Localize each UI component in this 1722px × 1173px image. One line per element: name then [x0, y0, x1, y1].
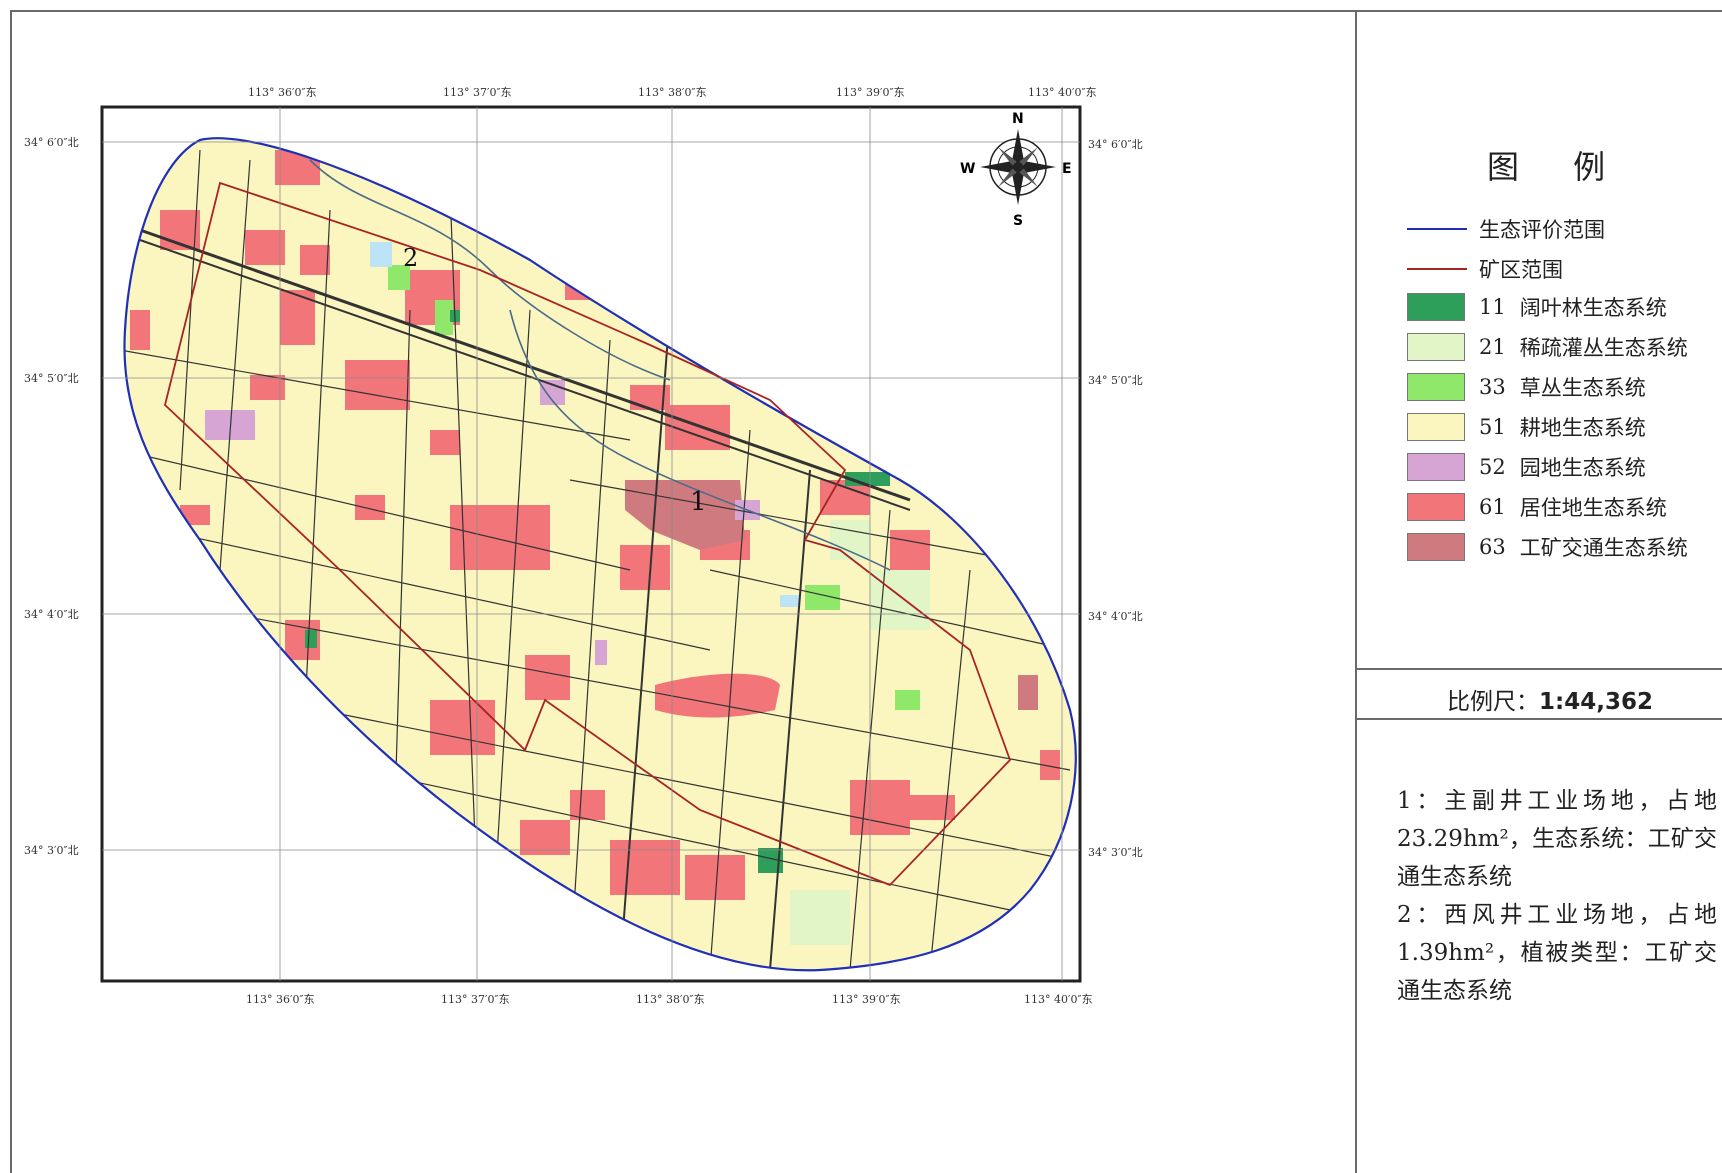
lon-label-bottom-5: 113° 40′0″东	[1024, 993, 1093, 1006]
legend-label: 草丛生态系统	[1519, 376, 1646, 400]
legend-code: 33	[1479, 375, 1506, 399]
legend-swatch	[1407, 413, 1465, 441]
legend-code: 61	[1479, 495, 1506, 519]
legend-label: 园地生态系统	[1519, 456, 1646, 480]
lon-label-top-4: 113° 39′0″东	[836, 86, 905, 99]
mining-area-boundary	[163, 181, 1012, 887]
lon-label-top-3: 113° 38′0″东	[638, 86, 707, 99]
graticule	[102, 107, 1080, 981]
legend-swatch	[1407, 373, 1465, 401]
legend-swatch	[1407, 453, 1465, 481]
north-arrow-icon: N S E W	[960, 111, 1072, 229]
site-notes: 1：主副井工业场地，占地23.29hm²，生态系统：工矿交通生态系统 2：西风井…	[1397, 782, 1717, 1010]
compass-n: N	[1012, 111, 1024, 127]
lon-label-bottom-3: 113° 38′0″东	[636, 993, 705, 1006]
legend-label: 阔叶林生态系统	[1519, 296, 1667, 320]
legend-row-orchard: 52 园地生态系统	[1407, 450, 1646, 484]
legend-code: 52	[1479, 455, 1506, 479]
panel-divider	[1355, 10, 1357, 1173]
lat-label-left-2: 34° 5′0″北	[24, 372, 79, 385]
lon-label-top-1: 113° 36′0″东	[248, 86, 317, 99]
compass-e: E	[1062, 161, 1072, 177]
lat-label-right-4: 34° 3′0″北	[1088, 846, 1143, 859]
legend-label: 工矿交通生态系统	[1519, 536, 1688, 560]
legend-code: 63	[1479, 535, 1506, 559]
site-label-2: 2	[403, 244, 418, 272]
legend-row-mining-transport: 63 工矿交通生态系统	[1407, 530, 1688, 564]
legend-row-assessment-boundary: 生态评价范围	[1407, 212, 1605, 246]
lon-label-top-2: 113° 37′0″东	[443, 86, 512, 99]
scale-label: 比例尺：	[1447, 689, 1539, 715]
legend-code: 51	[1479, 415, 1506, 439]
lat-label-left-3: 34° 4′0″北	[24, 608, 79, 621]
legend-code: 21	[1479, 335, 1506, 359]
legend-row-residential: 61 居住地生态系统	[1407, 490, 1667, 524]
legend-swatch	[1407, 493, 1465, 521]
legend-swatch	[1407, 333, 1465, 361]
compass-w: W	[960, 161, 975, 177]
map-panel: 1 2 113° 36′0″东 113° 37′0″东 113° 38′0″东 …	[10, 10, 1355, 1173]
legend-row-shrub: 21 稀疏灌丛生态系统	[1407, 330, 1688, 364]
water-patch	[370, 242, 392, 267]
legend-divider-bottom	[1357, 718, 1722, 720]
legend-title: 图 例	[1487, 148, 1628, 186]
assessment-boundary-line-icon	[1407, 228, 1467, 230]
lon-label-top-5: 113° 40′0″东	[1028, 86, 1097, 99]
lon-label-bottom-1: 113° 36′0″东	[246, 993, 315, 1006]
legend-label: 居住地生态系统	[1519, 496, 1667, 520]
legend-row-forest: 11 阔叶林生态系统	[1407, 290, 1667, 324]
map-canvas: 1 2 113° 36′0″东 113° 37′0″东 113° 38′0″东 …	[24, 86, 1143, 1006]
lat-label-right-3: 34° 4′0″北	[1088, 610, 1143, 623]
site-label-1: 1	[690, 487, 707, 517]
legend-swatch	[1407, 533, 1465, 561]
legend-label: 稀疏灌丛生态系统	[1519, 336, 1688, 360]
legend-row-cropland: 51 耕地生态系统	[1407, 410, 1646, 444]
compass-s: S	[1013, 213, 1023, 229]
lat-label-right-2: 34° 5′0″北	[1088, 374, 1143, 387]
scale-value: 1:44,362	[1539, 689, 1653, 715]
legend-divider-top	[1357, 668, 1722, 670]
legend-panel: 图 例 生态评价范围 矿区范围 11 阔叶林生态系统 21 稀疏灌丛生态系统 3…	[1357, 12, 1722, 1173]
outer-frame	[10, 10, 1722, 1173]
legend-label: 耕地生态系统	[1519, 416, 1646, 440]
scale-text: 比例尺：1:44,362	[1447, 682, 1653, 716]
mining-boundary-line-icon	[1407, 268, 1467, 270]
lat-label-right-1: 34° 6′0″北	[1088, 138, 1143, 151]
lat-label-left-1: 34° 6′0″北	[24, 136, 79, 149]
legend-line-label: 矿区范围	[1479, 258, 1563, 282]
site-note-2: 2：西风井工业场地，占地1.39hm²，植被类型：工矿交通生态系统	[1397, 902, 1717, 1004]
site-note-1: 1：主副井工业场地，占地23.29hm²，生态系统：工矿交通生态系统	[1397, 788, 1717, 890]
lon-label-bottom-2: 113° 37′0″东	[441, 993, 510, 1006]
legend-row-mining-boundary: 矿区范围	[1407, 252, 1563, 286]
legend-swatch	[1407, 293, 1465, 321]
legend-code: 11	[1479, 295, 1506, 319]
legend-line-label: 生态评价范围	[1479, 218, 1605, 242]
grass-patches	[388, 265, 920, 710]
lon-label-bottom-4: 113° 39′0″东	[832, 993, 901, 1006]
water-patch-2	[780, 595, 800, 607]
lat-label-left-4: 34° 3′0″北	[24, 844, 79, 857]
legend-row-grass: 33 草丛生态系统	[1407, 370, 1646, 404]
ecological-assessment-boundary	[123, 137, 1077, 972]
